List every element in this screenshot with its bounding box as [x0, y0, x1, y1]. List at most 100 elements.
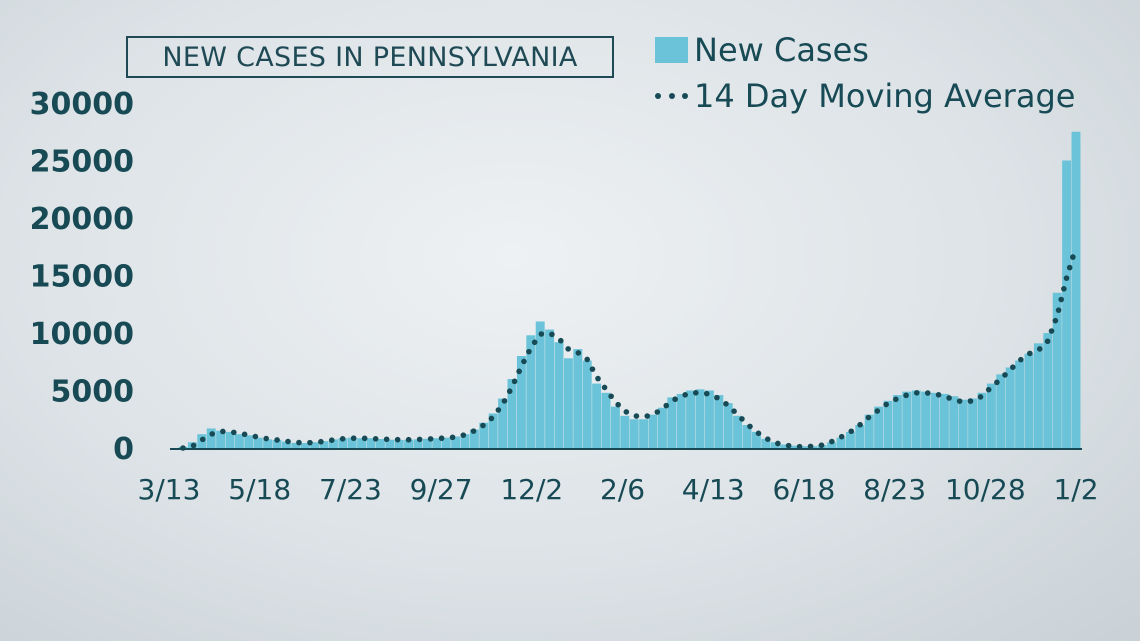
new-cases-bar — [338, 438, 348, 448]
new-cases-bar — [357, 438, 367, 448]
new-cases-bar — [375, 439, 385, 448]
moving-average-dot — [1027, 350, 1033, 357]
new-cases-bar — [244, 435, 254, 448]
moving-average-dot — [383, 436, 390, 443]
moving-average-dot — [1055, 307, 1062, 313]
moving-average-dot — [241, 431, 248, 438]
new-cases-bar — [366, 438, 376, 448]
new-cases-bar — [310, 442, 320, 448]
new-cases-bar — [526, 335, 536, 448]
moving-average-dot — [874, 408, 881, 414]
moving-average-dot — [328, 437, 335, 443]
new-cases-bar — [958, 399, 968, 448]
new-cases-bar — [836, 437, 846, 448]
new-cases-bar — [1005, 367, 1015, 448]
moving-average-dot — [865, 414, 872, 421]
moving-average-dot — [427, 436, 434, 442]
moving-average-dot — [1036, 346, 1043, 352]
new-cases-bar — [263, 439, 273, 448]
new-cases-bar — [892, 395, 902, 448]
moving-average-dot — [589, 366, 596, 372]
new-cases-bar — [949, 396, 959, 448]
new-cases-bar — [385, 439, 395, 448]
new-cases-bar — [911, 390, 921, 448]
moving-average-dot — [1058, 296, 1065, 303]
moving-average-dot — [994, 379, 1000, 386]
new-cases-bar — [451, 436, 461, 448]
new-cases-bar — [996, 374, 1006, 448]
new-cases-bar — [742, 425, 752, 448]
y-tick-label: 5000 — [51, 375, 135, 410]
moving-average-dot — [935, 392, 942, 398]
new-cases-bar — [733, 415, 743, 448]
new-cases-bar — [864, 414, 874, 448]
chart-title: NEW CASES IN PENNSYLVANIA — [162, 41, 578, 73]
new-cases-bar — [695, 389, 705, 448]
new-cases-bar — [469, 429, 479, 448]
x-tick-label: 4/13 — [682, 473, 745, 506]
moving-average-dot — [531, 339, 538, 346]
moving-average-dot — [785, 442, 792, 449]
new-cases-bar — [582, 360, 592, 448]
moving-average-dot — [350, 435, 357, 442]
moving-average-dot — [231, 429, 237, 436]
new-cases-bar — [770, 442, 780, 448]
moving-average-dot — [731, 408, 737, 414]
new-cases-bar — [300, 443, 310, 448]
new-cases-bar — [723, 403, 733, 448]
new-cases-bar — [460, 434, 470, 448]
new-cases-bar — [216, 430, 226, 448]
moving-average-dot — [1070, 254, 1076, 260]
moving-average-dot — [985, 386, 992, 393]
new-cases-bar — [272, 439, 282, 448]
moving-average-dot — [1061, 286, 1067, 292]
legend-item-moving-average: 14 Day Moving Average — [655, 73, 1075, 119]
moving-average-dot — [924, 390, 931, 396]
moving-average-dot — [838, 433, 845, 440]
moving-average-dot — [623, 409, 630, 415]
y-tick-label: 10000 — [30, 317, 134, 352]
new-cases-bar — [479, 422, 489, 448]
moving-average-dot — [977, 394, 984, 400]
moving-average-dot — [883, 401, 889, 408]
new-cases-bar — [328, 439, 338, 448]
new-cases-bar — [986, 383, 996, 448]
y-tick-label: 0 — [113, 432, 134, 467]
new-cases-bar — [535, 321, 545, 448]
moving-average-dot — [394, 436, 401, 443]
moving-average-dot — [739, 416, 745, 422]
moving-average-dot — [1052, 317, 1059, 324]
new-cases-bar — [704, 390, 714, 448]
x-axis-ticks: 3/13 5/18 7/23 9/27 12/2 2/6 4/13 6/18 8/23 10/28… — [138, 473, 1099, 506]
new-cases-bar — [902, 391, 912, 448]
new-cases-bar — [874, 406, 884, 448]
moving-average-dot — [296, 439, 302, 446]
moving-average-dot — [967, 398, 974, 404]
new-cases-bar — [648, 414, 658, 448]
moving-average-dot — [608, 393, 614, 400]
new-cases-bar — [1015, 360, 1025, 448]
moving-average-dot — [956, 398, 963, 404]
new-cases-bar — [206, 428, 216, 448]
moving-average-dot — [506, 388, 513, 395]
moving-average-dot — [1044, 338, 1051, 345]
moving-average-dot — [405, 436, 412, 443]
moving-average-dot — [1002, 372, 1008, 378]
new-cases-bar — [1052, 292, 1062, 448]
new-cases-bar — [404, 439, 414, 448]
new-cases-bar — [319, 441, 329, 448]
moving-average-dot — [615, 401, 621, 408]
moving-average-dot — [644, 413, 651, 419]
new-cases-bar — [610, 406, 620, 448]
y-tick-label: 30000 — [30, 87, 134, 122]
new-cases-bar — [629, 419, 639, 448]
moving-average-dot — [318, 438, 324, 445]
new-cases-bar — [667, 397, 677, 448]
legend-item-new-cases: New Cases — [655, 27, 1075, 73]
new-cases-bar — [1024, 353, 1034, 448]
new-cases-bar — [977, 392, 987, 448]
new-cases-bar — [686, 390, 696, 448]
new-cases-bar — [432, 438, 442, 448]
new-cases-bar — [394, 439, 404, 448]
